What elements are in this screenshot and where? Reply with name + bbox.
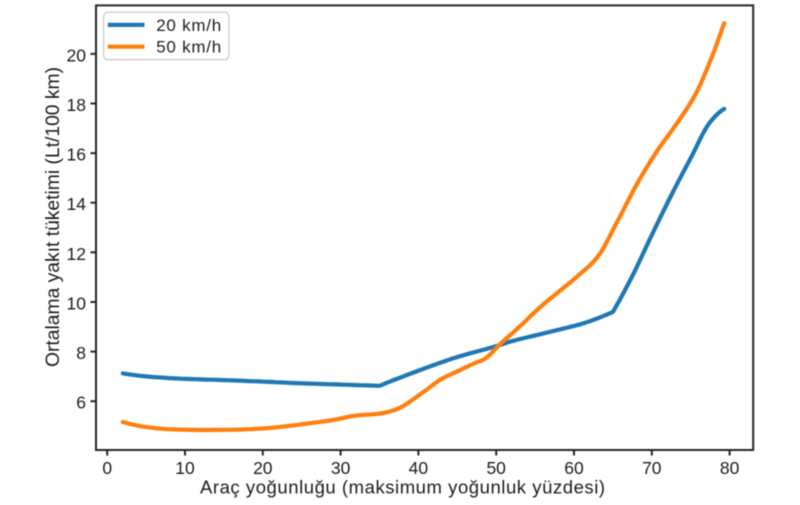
svg-text:14: 14 <box>67 194 87 214</box>
svg-text:40: 40 <box>409 458 429 478</box>
svg-text:6: 6 <box>76 393 86 413</box>
svg-text:20: 20 <box>253 458 273 478</box>
svg-text:Araç yoğunluğu (maksimum yoğun: Araç yoğunluğu (maksimum yoğunluk yüzdes… <box>200 476 606 497</box>
svg-text:16: 16 <box>67 145 86 165</box>
svg-text:50 km/h: 50 km/h <box>156 38 222 57</box>
svg-text:30: 30 <box>331 458 351 478</box>
svg-text:18: 18 <box>67 95 86 115</box>
svg-text:10: 10 <box>67 294 87 314</box>
svg-text:Ortalama yakıt tüketimi (Lt/10: Ortalama yakıt tüketimi (Lt/100 km) <box>43 67 64 367</box>
svg-text:50: 50 <box>486 458 506 478</box>
svg-text:0: 0 <box>102 458 112 478</box>
svg-text:20 km/h: 20 km/h <box>156 16 222 35</box>
svg-text:10: 10 <box>175 458 195 478</box>
svg-text:8: 8 <box>76 343 86 363</box>
svg-text:70: 70 <box>642 458 662 478</box>
svg-text:80: 80 <box>720 458 740 478</box>
svg-text:12: 12 <box>67 244 86 264</box>
svg-text:20: 20 <box>67 45 87 65</box>
svg-text:60: 60 <box>564 458 584 478</box>
